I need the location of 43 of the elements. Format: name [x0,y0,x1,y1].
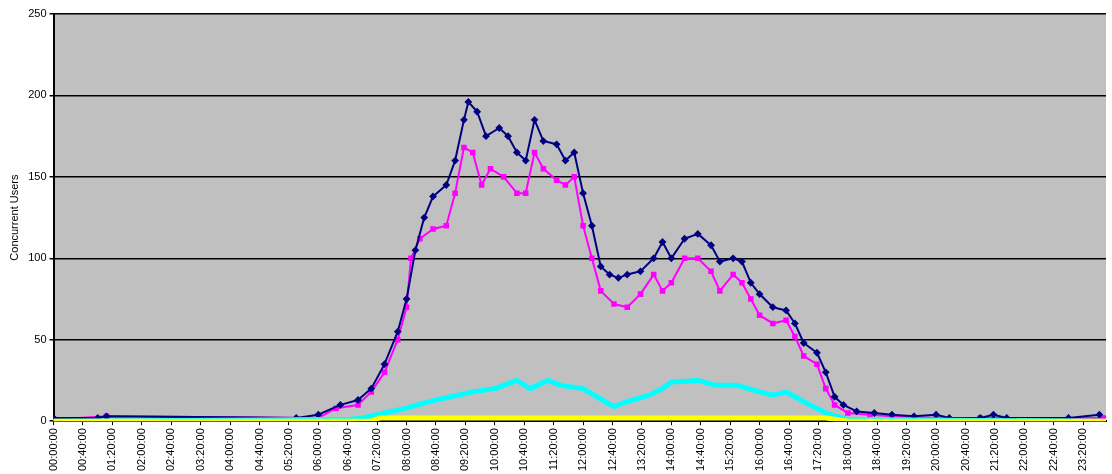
x-tick-label: 14:40:00 [693,428,706,472]
x-tick-label: 13:20:00 [634,428,647,472]
x-tick-label: 06:40:00 [340,428,353,472]
x-tick-label: 17:20:00 [811,428,824,472]
y-axis-title: Concurrent Users [7,174,20,261]
x-tick-label: 04:00:00 [223,428,236,472]
y-tick-label: 0 [40,414,47,427]
x-tick-label: 22:00:00 [1017,428,1030,472]
x-tick-label: 08:40:00 [429,428,442,472]
x-tick-label: 02:00:00 [134,428,147,472]
x-tick-label: 00:00:00 [46,428,59,472]
x-tick-label: 01:20:00 [105,428,118,472]
x-tick-label: 04:40:00 [252,428,265,472]
x-tick-label: 11:20:00 [546,428,559,471]
y-tick-label: 50 [34,332,47,345]
x-tick-label: 22:40:00 [1046,428,1059,472]
y-tick-label: 150 [28,169,47,182]
x-tick-label: 09:20:00 [458,428,471,472]
x-tick-label: 16:00:00 [752,428,765,472]
x-tick-label: 14:00:00 [664,428,677,472]
x-tick-label: 19:20:00 [899,428,912,472]
x-tick-label: 07:20:00 [370,428,383,472]
x-tick-label: 08:00:00 [399,428,412,472]
x-tick-label: 20:40:00 [958,428,971,472]
x-tick-label: 10:40:00 [517,428,530,472]
x-tick-label: 12:00:00 [576,428,589,472]
x-tick-label: 10:00:00 [487,428,500,472]
x-tick-label: 18:40:00 [870,428,883,472]
x-tick-label: 21:20:00 [987,428,1000,472]
x-tick-label: 23:20:00 [1076,428,1089,472]
x-tick-label: 05:20:00 [281,428,294,472]
x-tick-label: 18:00:00 [840,428,853,472]
y-tick-label: 200 [28,88,47,101]
x-tick-label: 20:00:00 [929,428,942,472]
x-tick-label: 02:40:00 [164,428,177,472]
x-tick-label: 15:20:00 [723,428,736,472]
y-tick-label: 100 [28,251,47,264]
x-tick-label: 16:40:00 [782,428,795,472]
y-tick-label: 250 [28,7,47,20]
x-tick-label: 06:00:00 [311,428,324,472]
x-tick-label: 03:20:00 [193,428,206,472]
x-tick-label: 12:40:00 [605,428,618,472]
x-tick-label: 00:40:00 [76,428,88,472]
